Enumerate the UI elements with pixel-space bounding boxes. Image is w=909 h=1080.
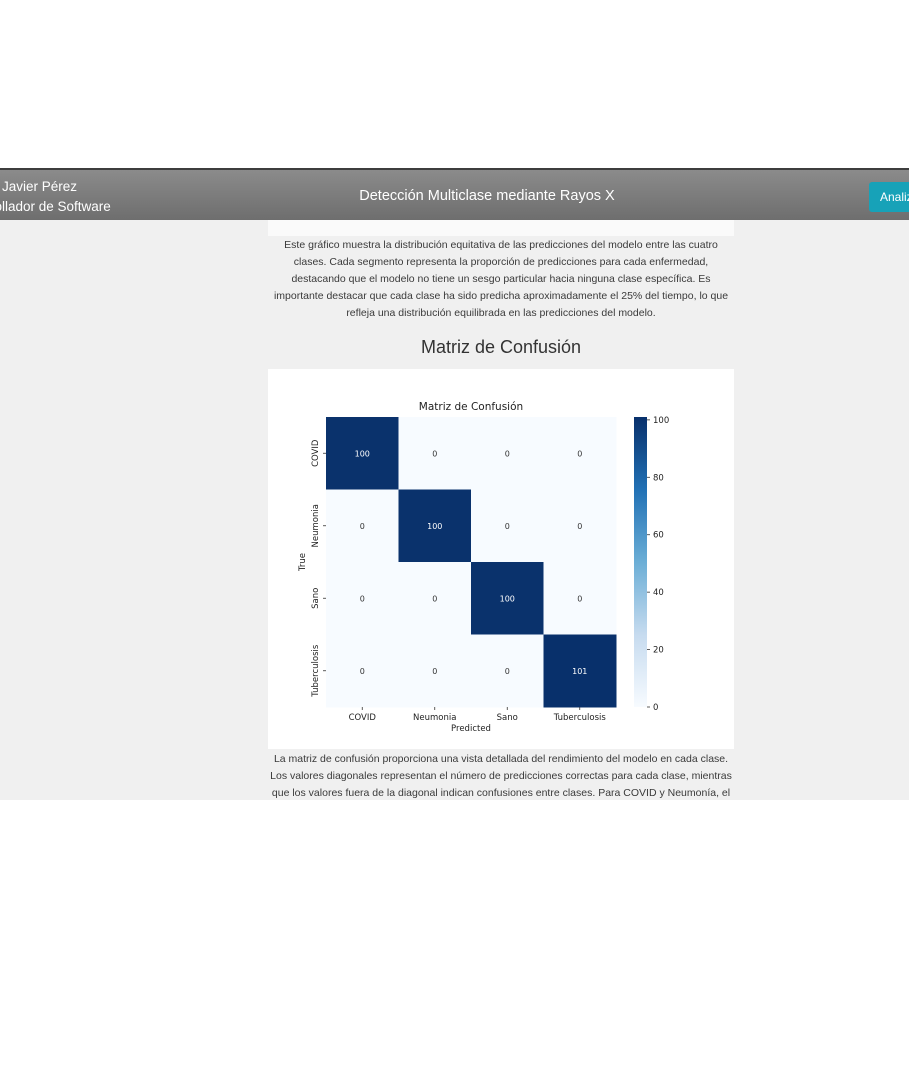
y-tick-label: Tuberculosis xyxy=(311,644,321,698)
y-tick-label: COVID xyxy=(311,439,321,467)
confusion-matrix-chart: Matriz de Confusión 100 0 0 0 0 100 0 0 0 0 100 0 0 0 0… xyxy=(298,401,669,734)
confusion-matrix-title: Matriz de Confusión xyxy=(420,337,582,357)
cell-value-label: 0 xyxy=(360,594,365,603)
user-name: Javier Pérez xyxy=(2,179,78,194)
y-tick-label: Neumonia xyxy=(311,504,321,547)
cell-value-label: 0 xyxy=(432,449,437,458)
heatmap-cell xyxy=(543,489,617,563)
heatmap-cell xyxy=(398,489,472,563)
cell-value-label: 0 xyxy=(505,522,510,531)
pie-chart-bottom-edge xyxy=(268,220,734,236)
x-axis-label: Predicted xyxy=(451,724,491,734)
cell-value-label: 100 xyxy=(427,522,442,531)
analyze-button[interactable]: Analiz xyxy=(869,182,909,212)
heatmap-cell xyxy=(471,417,544,490)
heatmap-cell xyxy=(326,634,399,708)
colorbar-tick-label: 40 xyxy=(653,588,664,598)
colorbar-tick-label: 60 xyxy=(653,531,664,541)
heatmap-cell xyxy=(326,417,399,490)
confusion-matrix-figure: Matriz de Confusión 100 0 0 0 0 100 0 0 0 0 100 0 0 0 0… xyxy=(268,369,734,749)
pie-chart-description: Este gráfico muestra la distribución equ… xyxy=(273,239,729,319)
heatmap-cell xyxy=(543,562,617,635)
cell-value-label: 0 xyxy=(360,667,365,676)
app-header: Javier Pérez rollador de Software Detecc… xyxy=(0,168,909,220)
heatmap-cell xyxy=(398,634,472,708)
cell-value-label: 0 xyxy=(360,522,365,531)
colorbar-tick-label: 20 xyxy=(653,646,664,656)
x-tick-label: Neumonia xyxy=(413,713,456,723)
cell-value-label: 100 xyxy=(355,449,370,458)
cell-value-label: 101 xyxy=(572,667,587,676)
main-content: Este gráfico muestra la distribución equ… xyxy=(268,220,734,800)
cell-value-label: 0 xyxy=(577,594,582,603)
cell-value-label: 100 xyxy=(500,594,515,603)
cell-value-label: 0 xyxy=(505,449,510,458)
x-tick-label: Tuberculosis xyxy=(553,713,607,723)
cell-value-label: 0 xyxy=(432,594,437,603)
chart-title: Matriz de Confusión xyxy=(419,401,523,413)
colorbar xyxy=(634,417,647,707)
cell-value-label: 0 xyxy=(505,667,510,676)
heatmap-cell xyxy=(543,417,617,490)
colorbar-tick-label: 80 xyxy=(653,473,664,483)
cell-value-label: 0 xyxy=(577,449,582,458)
heatmap-cell xyxy=(326,489,399,563)
heatmap-cell xyxy=(543,634,617,708)
user-role: rollador de Software xyxy=(0,199,111,214)
cell-value-label: 0 xyxy=(432,667,437,676)
colorbar-tick-label: 0 xyxy=(653,703,658,713)
colorbar-tick-label: 100 xyxy=(653,416,669,426)
heatmap-cell xyxy=(398,562,472,635)
confusion-matrix-description: La matriz de confusión proporciona una v… xyxy=(270,753,732,799)
browser-viewport: Javier Pérez rollador de Software Detecc… xyxy=(0,168,909,800)
x-tick-label: COVID xyxy=(349,713,377,723)
heatmap-cell xyxy=(471,634,544,708)
x-tick-label: Sano xyxy=(497,713,518,723)
cell-value-label: 0 xyxy=(577,522,582,531)
y-axis-label: True xyxy=(298,553,308,572)
page-title: Detección Multiclase mediante Rayos X xyxy=(359,188,615,204)
y-tick-label: Sano xyxy=(311,588,321,609)
heatmap-cell xyxy=(398,417,472,490)
heatmap-cell xyxy=(471,562,544,635)
heatmap-cell xyxy=(471,489,544,563)
heatmap-cell xyxy=(326,562,399,635)
